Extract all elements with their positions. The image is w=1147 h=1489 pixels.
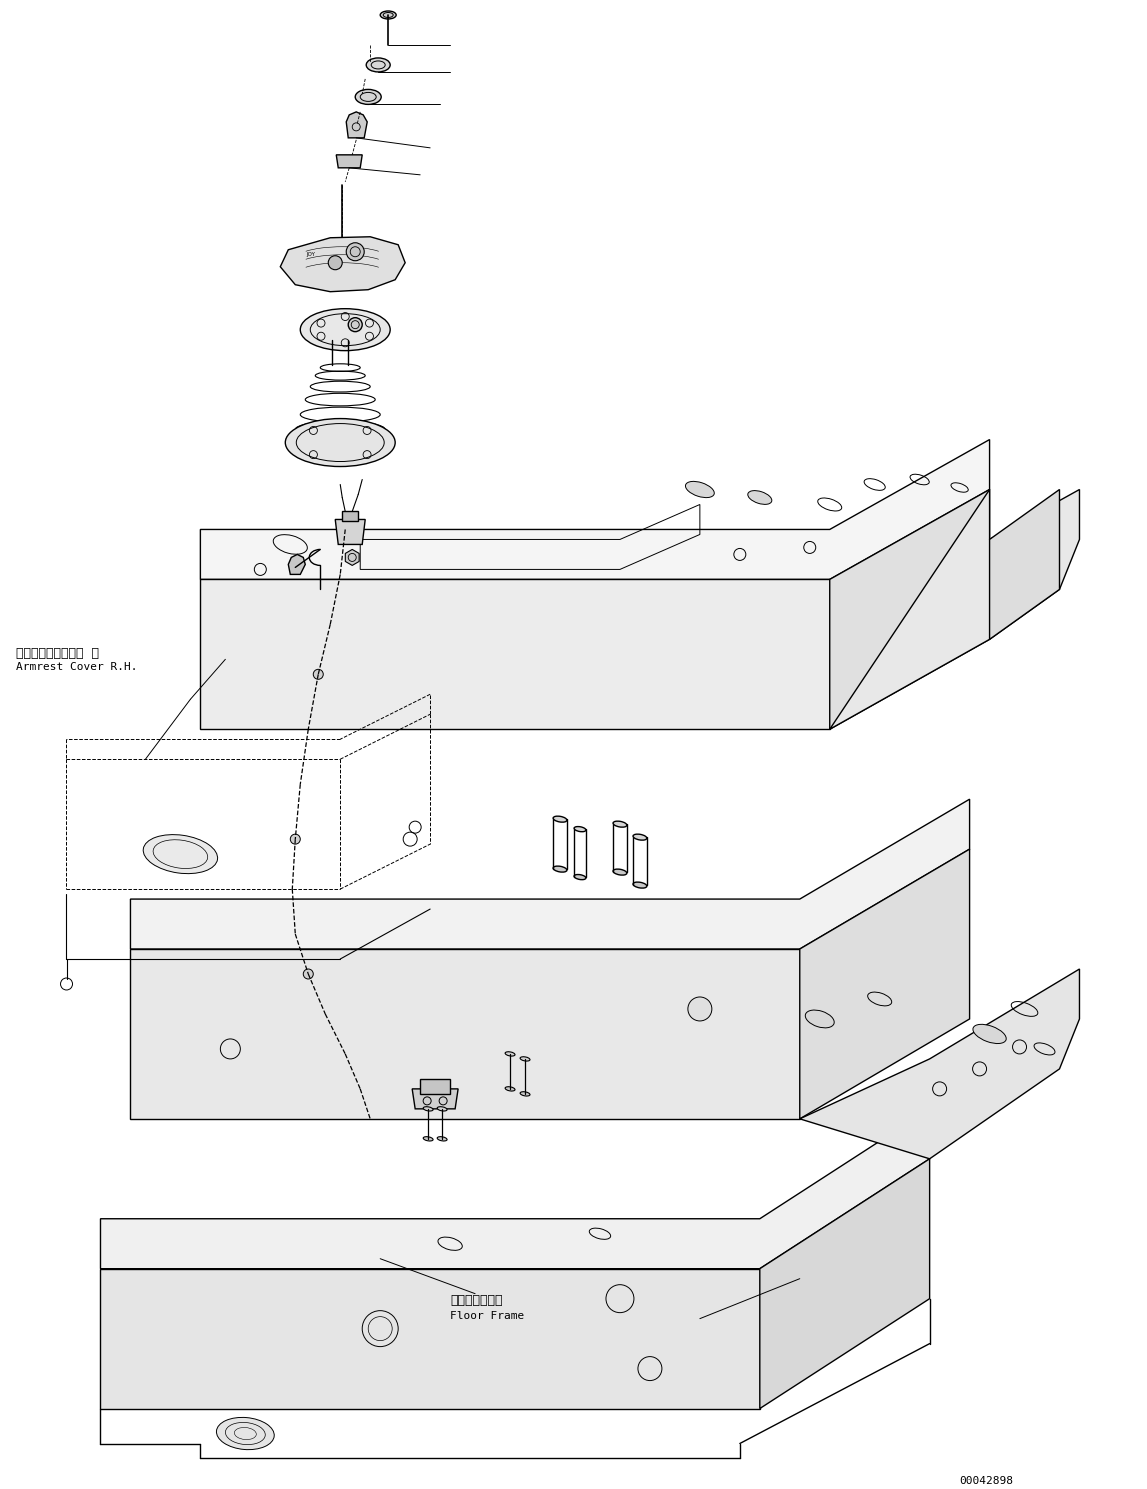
- Polygon shape: [288, 554, 305, 575]
- Polygon shape: [829, 490, 990, 730]
- Polygon shape: [412, 1088, 458, 1109]
- Ellipse shape: [633, 881, 647, 887]
- Ellipse shape: [748, 490, 772, 505]
- Ellipse shape: [143, 835, 218, 874]
- Circle shape: [349, 317, 362, 332]
- Ellipse shape: [505, 1087, 515, 1091]
- Text: JOY: JOY: [306, 252, 314, 258]
- Polygon shape: [345, 549, 359, 566]
- Polygon shape: [342, 512, 358, 521]
- Polygon shape: [335, 520, 365, 545]
- Ellipse shape: [553, 816, 567, 822]
- Ellipse shape: [633, 834, 647, 840]
- Text: 00042898: 00042898: [960, 1477, 1014, 1486]
- Ellipse shape: [437, 1106, 447, 1111]
- Ellipse shape: [805, 1010, 834, 1027]
- Polygon shape: [101, 1269, 759, 1409]
- Ellipse shape: [423, 1136, 434, 1141]
- Circle shape: [346, 243, 365, 261]
- Polygon shape: [201, 439, 990, 579]
- Ellipse shape: [520, 1057, 530, 1062]
- Ellipse shape: [520, 1091, 530, 1096]
- Polygon shape: [799, 969, 1079, 1158]
- Ellipse shape: [575, 826, 586, 832]
- Circle shape: [290, 834, 301, 844]
- Polygon shape: [829, 490, 1079, 730]
- Ellipse shape: [575, 874, 586, 880]
- Ellipse shape: [612, 820, 627, 828]
- Polygon shape: [799, 849, 969, 1118]
- Polygon shape: [101, 1109, 929, 1269]
- Ellipse shape: [301, 308, 390, 350]
- Ellipse shape: [505, 1051, 515, 1056]
- Text: Floor Frame: Floor Frame: [450, 1310, 524, 1321]
- Circle shape: [328, 256, 342, 270]
- Polygon shape: [990, 490, 1060, 639]
- Ellipse shape: [973, 1024, 1006, 1044]
- Ellipse shape: [217, 1418, 274, 1450]
- Ellipse shape: [553, 867, 567, 873]
- Ellipse shape: [356, 89, 381, 104]
- Ellipse shape: [286, 418, 396, 466]
- Polygon shape: [336, 155, 362, 168]
- Ellipse shape: [380, 10, 396, 19]
- Circle shape: [303, 969, 313, 978]
- Ellipse shape: [612, 870, 627, 876]
- Ellipse shape: [423, 1106, 434, 1111]
- Polygon shape: [280, 237, 405, 292]
- Polygon shape: [201, 579, 829, 730]
- Polygon shape: [420, 1080, 450, 1094]
- Text: アームレストカバー  右: アームレストカバー 右: [16, 648, 99, 660]
- Ellipse shape: [437, 1136, 447, 1141]
- Ellipse shape: [686, 481, 715, 497]
- Polygon shape: [131, 948, 799, 1118]
- Text: フロアフレーム: フロアフレーム: [450, 1294, 502, 1307]
- Polygon shape: [346, 112, 367, 138]
- Circle shape: [313, 670, 323, 679]
- Text: Armrest Cover R.H.: Armrest Cover R.H.: [16, 663, 138, 673]
- Ellipse shape: [366, 58, 390, 71]
- Circle shape: [688, 998, 712, 1021]
- Polygon shape: [131, 800, 969, 948]
- Polygon shape: [759, 1158, 929, 1409]
